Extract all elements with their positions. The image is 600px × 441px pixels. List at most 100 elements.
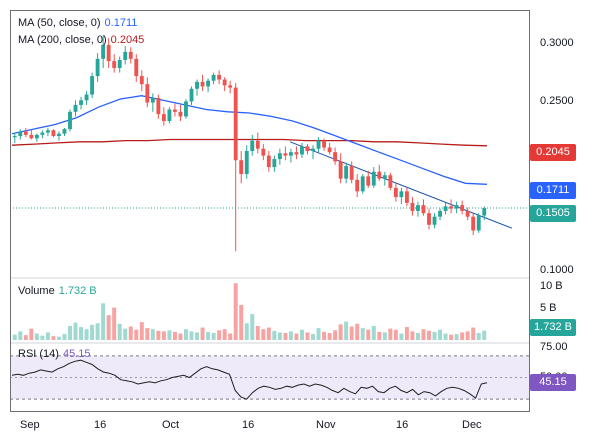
volume-bar	[399, 333, 404, 340]
volume-bar	[228, 333, 233, 340]
candle-body	[90, 76, 95, 95]
rsi-legend[interactable]: RSI (14) 45.15	[18, 348, 91, 360]
time-tick-1: 16	[94, 419, 107, 431]
candle-body	[167, 109, 172, 122]
time-tick-0: Sep	[20, 419, 40, 431]
volume-bar	[393, 329, 398, 340]
volume-bar	[206, 331, 211, 340]
candle-body	[427, 213, 431, 225]
volume-bar	[261, 329, 266, 340]
volume-bar	[90, 324, 95, 340]
volume-bar	[410, 331, 415, 340]
volume-bar	[34, 333, 39, 340]
candle-body	[178, 111, 183, 117]
candle-body	[327, 147, 332, 153]
volume-bar	[305, 332, 310, 340]
candle-body	[117, 59, 122, 69]
candle-body	[173, 109, 177, 112]
volume-bar	[272, 330, 277, 340]
time-tick-6: Dec	[462, 419, 482, 431]
volume-bar	[200, 327, 205, 340]
volume-bar	[73, 322, 78, 340]
ma200-line	[11, 138, 488, 147]
volume-bar	[333, 330, 338, 340]
candle-body	[18, 131, 23, 137]
candle-body	[482, 208, 487, 216]
volume-bar	[167, 330, 172, 340]
candle-body	[305, 146, 310, 151]
candle-body	[322, 140, 326, 148]
volume-bar	[29, 328, 34, 340]
volume-bar	[255, 325, 260, 340]
candle-body	[277, 153, 282, 160]
price-tick-0: 0.3000	[540, 37, 574, 49]
volume-bar	[371, 325, 376, 340]
candle-body	[250, 140, 255, 151]
volume-bar	[427, 330, 431, 340]
rsi-legend-label: RSI (14)	[18, 348, 59, 360]
volume-bar	[277, 332, 282, 340]
volume-bar	[12, 334, 17, 340]
volume-bar	[266, 327, 271, 340]
candle-body	[443, 206, 448, 211]
volume-bar	[145, 328, 150, 340]
volume-bar	[344, 321, 349, 340]
volume-bar	[322, 331, 327, 340]
rsi-legend-value: 45.15	[62, 348, 91, 360]
volume-bar	[449, 334, 454, 340]
volume-legend[interactable]: Volume 1.732 B	[18, 285, 97, 297]
volume-bar	[189, 331, 194, 340]
candle-body	[195, 81, 199, 89]
volume-bar	[454, 334, 459, 340]
candle-body	[355, 179, 360, 192]
candle-body	[316, 140, 321, 149]
volume-bar	[18, 331, 23, 340]
volume-bar	[62, 334, 67, 340]
ma50-price-tag: 0.1711	[530, 182, 576, 199]
ma200-legend[interactable]: MA (200, close, 0) 0.2045	[18, 34, 144, 46]
volume-bar	[250, 314, 255, 340]
candle-body	[112, 61, 117, 69]
rsi-tick-0: 75.00	[540, 341, 568, 353]
candle-body	[40, 132, 45, 135]
volume-bar	[156, 330, 161, 340]
candle-body	[288, 152, 293, 156]
candle-body	[128, 51, 133, 59]
ma50-legend[interactable]: MA (50, close, 0) 0.1711	[18, 17, 137, 29]
candle-body	[366, 176, 371, 186]
candle-body	[460, 205, 465, 211]
volume-legend-label: Volume	[18, 285, 55, 297]
candle-body	[449, 206, 454, 209]
candle-body	[371, 171, 376, 186]
volume-legend-value: 1.732 B	[58, 285, 97, 297]
volume-bar	[217, 330, 222, 340]
volume-bar	[56, 336, 61, 340]
candle-body	[272, 159, 277, 168]
volume-bar	[239, 304, 244, 340]
candle-body	[150, 97, 155, 103]
volume-bar	[404, 327, 409, 340]
candle-body	[393, 187, 398, 198]
volume-bar	[471, 327, 476, 340]
last-price-tag: 0.1505	[530, 205, 576, 222]
volume-bar	[244, 323, 249, 340]
candle-body	[12, 136, 17, 138]
candle-body	[382, 175, 387, 179]
candle-body	[300, 146, 304, 155]
candle-body	[211, 74, 216, 81]
candle-body	[29, 134, 34, 139]
candle-body	[34, 134, 39, 139]
candle-body	[106, 44, 111, 62]
volume-tag: 1.732 B	[530, 319, 576, 336]
ma50-legend-value: 0.1711	[104, 17, 138, 29]
volume-bar	[139, 322, 144, 340]
volume-bar	[172, 331, 177, 340]
candle-body	[101, 44, 106, 59]
time-tick-4: Nov	[316, 419, 336, 431]
candle-body	[344, 165, 349, 179]
volume-bar	[288, 331, 293, 340]
candle-body	[416, 205, 420, 211]
volume-bar	[438, 329, 443, 340]
volume-bar	[382, 332, 387, 340]
